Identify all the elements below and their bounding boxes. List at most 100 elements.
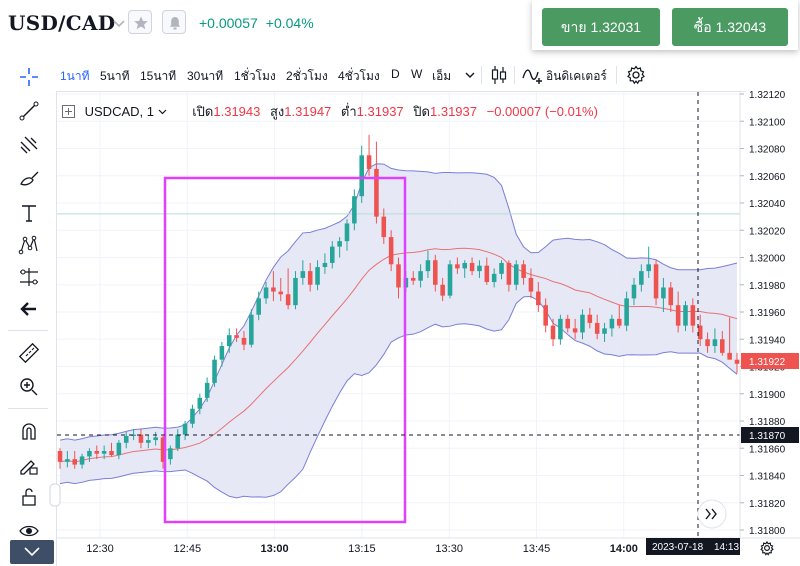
trend-line-icon[interactable] (18, 100, 40, 122)
price-tick: 1.32120 (749, 90, 786, 101)
candle (455, 257, 460, 274)
fib-retracement-icon[interactable] (18, 134, 40, 156)
candle (57, 448, 63, 469)
change-percent: +0.04% (265, 15, 314, 31)
toolbar-bottom-border (56, 91, 746, 92)
candle (374, 141, 379, 224)
indicators-icon[interactable] (522, 66, 544, 84)
basis-line (59, 247, 738, 463)
text-tool-icon[interactable] (18, 202, 40, 224)
ruler-icon[interactable] (18, 342, 40, 364)
candle (521, 260, 526, 285)
lock-icon[interactable] (18, 486, 40, 508)
buy-button[interactable]: ซื้อ 1.32043 (672, 8, 788, 46)
candle (565, 314, 571, 333)
price-tick: 1.32060 (749, 172, 786, 183)
chevron-down-icon[interactable] (464, 69, 476, 81)
time-axis: 12:30 12:45 13:00 13:15 13:30 13:45 14:00 (86, 543, 638, 555)
candle (116, 440, 122, 460)
candle (315, 260, 320, 291)
candle (602, 322, 607, 342)
timeframe-5m[interactable]: 5นาที (100, 69, 130, 83)
candle (153, 431, 158, 446)
bollinger-bands (59, 163, 738, 499)
left-scroll-handle[interactable] (49, 483, 61, 507)
brush-icon[interactable] (18, 168, 40, 190)
gear-icon[interactable] (626, 65, 646, 85)
trade-panel: ขาย 1.32031 ซื้อ 1.32043 (532, 0, 798, 50)
time-tick: 13:30 (435, 543, 463, 555)
chevron-down-icon[interactable] (112, 16, 126, 30)
favorite-button[interactable] (128, 10, 152, 34)
low-value: 1.31937 (356, 104, 404, 119)
magnet-icon[interactable] (18, 420, 40, 442)
candle (683, 301, 688, 332)
crosshair-icon[interactable] (18, 66, 40, 88)
legend-symbol[interactable]: USDCAD, 1 (84, 104, 154, 119)
candle (344, 219, 350, 251)
timeframe-15m[interactable]: 15นาที (140, 69, 177, 83)
alert-button[interactable] (162, 10, 186, 34)
timeframe-d[interactable]: D (391, 67, 400, 81)
candle (536, 282, 541, 312)
timeframe-1m[interactable]: 1นาที (60, 69, 90, 83)
candle (734, 352, 740, 374)
candle (293, 271, 298, 310)
toolbar-separator (8, 330, 48, 331)
symbol-title[interactable]: USD/CAD (8, 11, 116, 35)
price-tick: 1.31960 (749, 308, 786, 319)
candle (72, 450, 77, 469)
timeframe-4h[interactable]: 4ชั่วโมง (338, 69, 380, 83)
timeframe-m[interactable]: เอ็ม (432, 69, 452, 83)
candle (491, 268, 497, 288)
candle (190, 404, 195, 428)
price-tick: 1.32080 (749, 145, 786, 156)
price-tick: 1.31900 (749, 390, 786, 401)
prediction-icon[interactable] (18, 266, 40, 288)
candle (690, 298, 696, 333)
bell-icon (169, 17, 181, 30)
symbol-header: USD/CAD +0.00057 +0.04% ขาย 1.32031 ซื้อ … (0, 0, 800, 50)
current-price-label: 1.31922 (749, 357, 786, 368)
crosshair-time-tag (646, 538, 740, 555)
band-fill (60, 163, 737, 498)
crosshair-time-label: 14:13 (714, 542, 739, 553)
eye-icon[interactable] (18, 520, 40, 542)
chevron-down-icon[interactable] (158, 107, 167, 116)
candle (352, 189, 357, 231)
candle (440, 277, 445, 302)
candles-icon[interactable] (490, 65, 508, 85)
zoom-in-icon[interactable] (18, 376, 40, 398)
plus-square-icon[interactable] (62, 105, 75, 118)
timeframe-30m[interactable]: 30นาที (187, 69, 224, 83)
candle (543, 298, 548, 333)
candle (197, 393, 203, 415)
candle (101, 445, 107, 460)
candle (329, 241, 335, 269)
time-tick: 13:00 (261, 543, 289, 555)
indicators-button[interactable]: อินดิเคเตอร์ (546, 69, 607, 83)
star-icon (134, 16, 148, 30)
candle (123, 431, 129, 449)
sell-button[interactable]: ขาย 1.32031 (542, 8, 660, 46)
arrow-left-icon[interactable] (18, 298, 40, 320)
candle (572, 318, 578, 340)
scroll-realtime-button[interactable] (697, 499, 727, 529)
close-label: ปิด (413, 104, 430, 119)
candle (219, 341, 225, 367)
candle (300, 260, 306, 285)
gear-icon[interactable] (760, 541, 774, 556)
collapse-toolbar-button[interactable] (10, 540, 54, 564)
timeframe-w[interactable]: W (411, 67, 423, 81)
candle (447, 260, 453, 299)
timeframe-1h[interactable]: 1ชั่วโมง (234, 69, 276, 83)
candle (705, 332, 710, 353)
price-axis-bg (740, 92, 800, 538)
crosshair-price-label: 1.31870 (749, 431, 786, 442)
pencil-lock-icon[interactable] (18, 454, 40, 476)
timeframe-toolbar: 1นาที 5นาที 15นาที 30นาที 1ชั่วโมง 2ชั่ว… (56, 62, 746, 88)
price-tick: 1.31820 (749, 499, 786, 510)
pattern-icon[interactable] (18, 234, 40, 256)
timeframe-2h[interactable]: 2ชั่วโมง (286, 69, 328, 83)
